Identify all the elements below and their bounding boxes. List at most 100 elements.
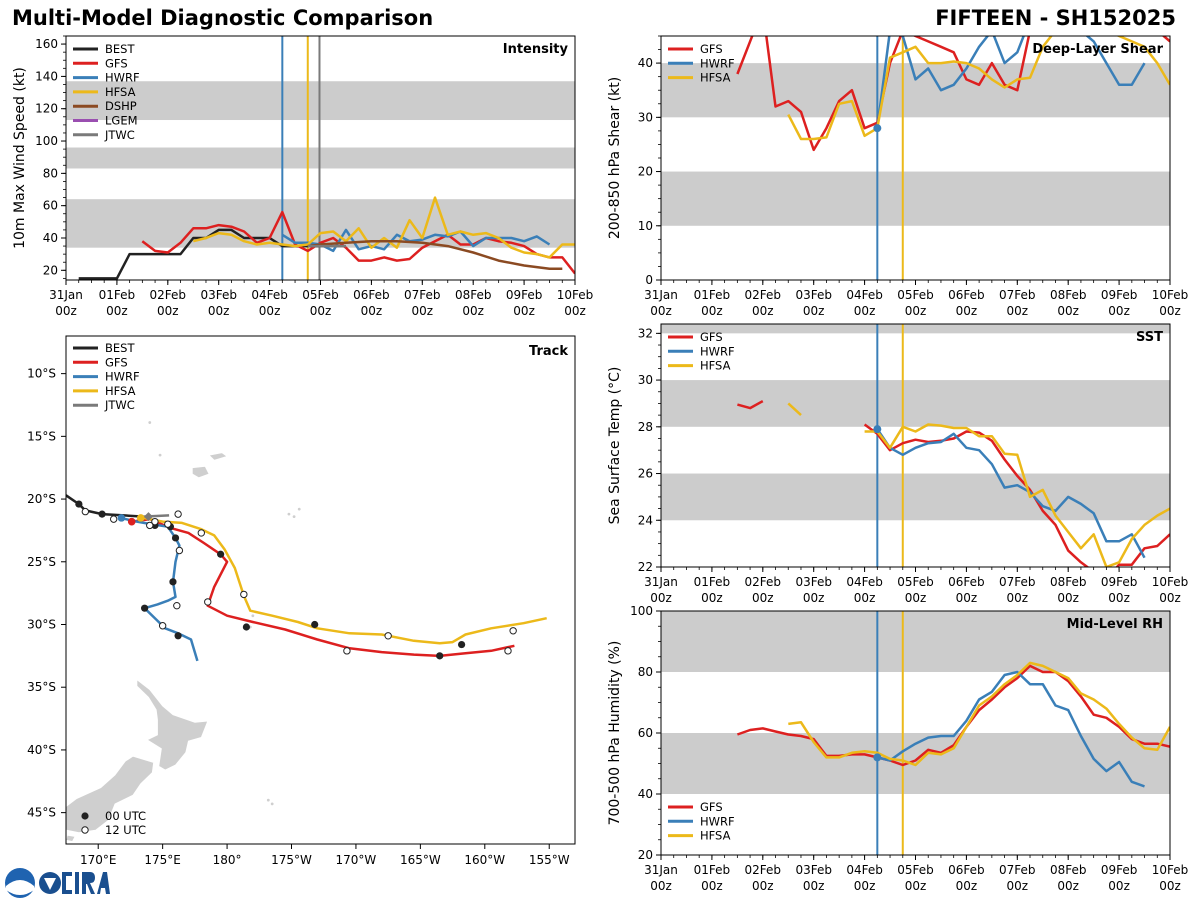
- rh-ytick-label: 40: [638, 787, 653, 801]
- shear-series-hfsa: [787, 36, 1170, 141]
- intensity-ylabel: 10m Max Wind Speed (kt): [12, 67, 28, 249]
- shear-ylabel: 200-850 hPa Shear (kt): [607, 77, 623, 239]
- track-point-12utc: [174, 510, 182, 518]
- sst-xtick-hour: 00z: [956, 591, 978, 605]
- cira-letter-i-icon: [75, 872, 79, 894]
- shear-xtick-hour: 00z: [956, 304, 978, 318]
- intensity-plot-area: [66, 36, 575, 280]
- rh-xtick-hour: 00z: [1057, 879, 1079, 893]
- rh-series-hwrf: [877, 670, 1145, 788]
- track-point-12utc: [343, 647, 351, 655]
- rh-xtick-hour: 00z: [650, 879, 672, 893]
- intensity-series-best: [78, 228, 321, 280]
- intensity-xtick-hour: 00z: [513, 304, 535, 318]
- rh-xtick-hour: 00z: [1007, 879, 1029, 893]
- rh-xtick-date: 31Jan: [644, 863, 678, 877]
- track-legend-12utc-label: 12 UTC: [105, 823, 146, 837]
- intensity-xtick-date: 03Feb: [200, 288, 237, 302]
- sst-xtick-hour: 00z: [854, 591, 876, 605]
- track-lat-label: 40°S: [27, 743, 56, 757]
- intensity-legend-label-gfs: GFS: [105, 56, 128, 70]
- cira-letter-c-icon: [62, 872, 72, 894]
- fiji-island-icon: [191, 465, 210, 479]
- shear-series-hwrf: [876, 36, 1146, 129]
- track-point-00utc: [98, 510, 106, 518]
- rh-ytick-label: 100: [630, 604, 653, 618]
- track-point-00utc: [311, 620, 319, 629]
- shear-plot-area: [661, 36, 1170, 280]
- intensity-xtick-hour: 00z: [310, 304, 332, 318]
- track-lon-label: 165°W: [400, 853, 441, 867]
- small-island-icon: [266, 798, 270, 802]
- intensity-legend-label-hwrf: HWRF: [105, 71, 140, 85]
- rh-initial-marker: [873, 753, 882, 762]
- intensity-xtick-hour: 00z: [462, 304, 484, 318]
- track-plot-area: [66, 421, 547, 842]
- sst-xtick-date: 10Feb: [1152, 575, 1189, 589]
- track-point-12utc: [109, 515, 118, 523]
- rh-xtick-date: 06Feb: [948, 863, 985, 877]
- sst-panel: 22 24 26 28 30 32 31Jan 00z 01Feb 00z 02Feb 00z 03Fe…: [607, 323, 1189, 605]
- track-legend-label-gfs: GFS: [105, 355, 128, 369]
- intensity-series-hwrf: [281, 228, 551, 253]
- sst-xtick-hour: 00z: [1007, 591, 1029, 605]
- rh-legend-label-hwrf: HWRF: [700, 814, 735, 828]
- track-line-hfsa: [143, 516, 547, 645]
- sst-series-hwrf: [876, 428, 1146, 559]
- sst-band: [661, 473, 1170, 521]
- intensity-panel: 20 40 60 80 100 120 140 160 31Jan 00z 01Feb 00z 02Fe…: [12, 35, 593, 318]
- shear-panel: 0 10 20 30 40 31Jan 00z 01Feb 00z 02Feb 00z 03Feb 00…: [607, 35, 1188, 318]
- rh-ytick-label: 60: [638, 726, 653, 740]
- shear-series-gfs: [736, 36, 1170, 152]
- sst-series-hfsa: [787, 402, 802, 417]
- track-legend-00utc-label: 00 UTC: [105, 809, 146, 823]
- shear-xtick-date: 02Feb: [745, 288, 782, 302]
- intensity-ytick-label: 140: [35, 69, 58, 83]
- small-island-icon: [292, 515, 296, 519]
- track-lat-label: 25°S: [27, 555, 56, 569]
- rh-panel: 20 40 60 80 100 31Jan 00z 01Feb 00z 02Feb 00z 03Feb…: [607, 604, 1188, 893]
- shear-ytick-label: 0: [645, 273, 653, 287]
- cira-mark-icon: [44, 878, 56, 890]
- track-point-00utc: [75, 500, 83, 508]
- rh-xtick-date: 02Feb: [745, 863, 782, 877]
- intensity-xtick-date: 09Feb: [506, 288, 543, 302]
- shear-band: [661, 63, 1170, 118]
- intensity-ytick-label: 40: [43, 231, 58, 245]
- shear-ytick-label: 10: [638, 219, 653, 233]
- shear-xtick-date: 09Feb: [1101, 288, 1138, 302]
- noaa-cira-logo: [5, 868, 110, 898]
- track-initial-gfs: [127, 517, 136, 526]
- sst-series-gfs: [737, 400, 764, 410]
- intensity-legend-label-dshp: DSHP: [105, 99, 137, 113]
- stewart-island-icon: [66, 834, 76, 842]
- shear-xtick-hour: 00z: [752, 304, 774, 318]
- intensity-series-dshp: [307, 239, 563, 270]
- shear-ytick-label: 40: [638, 56, 653, 70]
- track-lon-label: 170°E: [80, 853, 117, 867]
- sst-xtick-date: 05Feb: [897, 575, 934, 589]
- intensity-xtick-hour: 00z: [208, 304, 230, 318]
- rh-ylabel: 700-500 hPa Humidity (%): [607, 641, 623, 826]
- shear-legend-label-hfsa: HFSA: [700, 71, 731, 85]
- intensity-legend-label-best: BEST: [105, 42, 135, 56]
- shear-xtick-hour: 00z: [905, 304, 927, 318]
- rh-xtick-date: 08Feb: [1050, 863, 1087, 877]
- shear-xtick-date: 05Feb: [897, 288, 934, 302]
- sst-xtick-date: 07Feb: [999, 575, 1036, 589]
- new-zealand-north-island-icon: [136, 678, 209, 771]
- rh-ytick-label: 80: [638, 665, 653, 679]
- cira-letter-r-icon: [82, 872, 95, 894]
- rh-xtick-date: 01Feb: [694, 863, 731, 877]
- intensity-ytick-label: 160: [35, 37, 58, 51]
- sst-xtick-date: 31Jan: [644, 575, 678, 589]
- sst-xtick-hour: 00z: [1057, 591, 1079, 605]
- track-point-12utc: [384, 632, 392, 640]
- shear-xtick-hour: 00z: [1159, 304, 1181, 318]
- sst-ytick-label: 32: [638, 326, 653, 340]
- shear-xtick-date: 08Feb: [1050, 288, 1087, 302]
- sst-series-hfsa: [864, 423, 1170, 567]
- track-lon-label: 175°E: [144, 853, 181, 867]
- sst-xtick-hour: 00z: [1159, 591, 1181, 605]
- shear-xtick-date: 04Feb: [846, 288, 883, 302]
